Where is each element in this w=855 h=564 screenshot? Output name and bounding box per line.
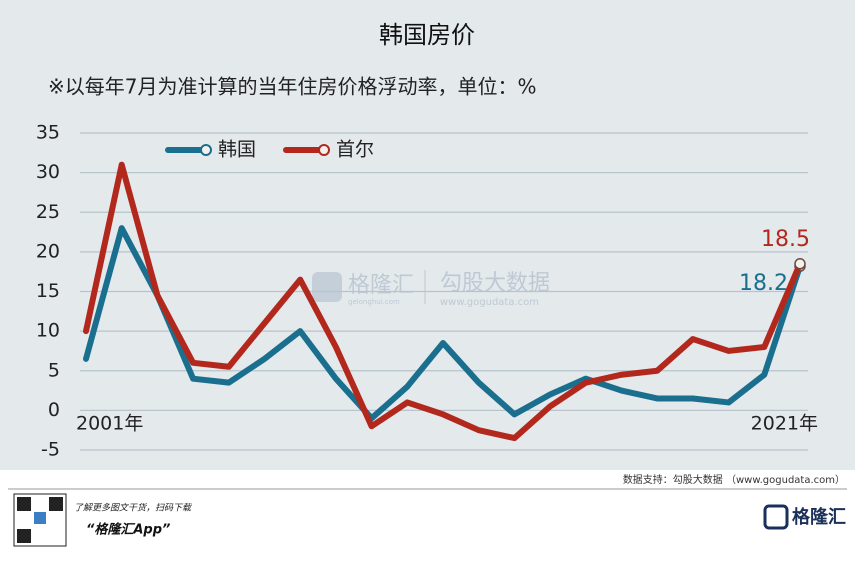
- y-tick-label: -5: [41, 439, 60, 461]
- end-marker: [794, 258, 806, 270]
- x-tick-label: 2001年: [76, 413, 143, 435]
- y-tick-label: 30: [36, 161, 60, 183]
- qr-corner: [17, 529, 31, 543]
- qr-corner: [49, 497, 63, 511]
- source: 数据支持：勾股大数据 （www.gogudata.com）: [623, 473, 845, 486]
- qr-logo: [34, 512, 46, 524]
- chart-title: 韩国房价: [379, 21, 475, 49]
- y-tick-label: 20: [36, 240, 60, 262]
- data-label: 18.5: [761, 227, 810, 252]
- legend-label: 首尔: [336, 139, 374, 161]
- x-tick-label: 2021年: [751, 413, 818, 435]
- chart-subtitle: ※以每年7月为准计算的当年住房价格浮动率，单位：%: [48, 75, 537, 99]
- footer-logo: 格隆汇: [792, 506, 846, 528]
- footer-promo: 了解更多图文干货，扫码下载: [74, 503, 192, 514]
- watermark-icon: [312, 272, 342, 302]
- watermark-site: gelonghui.com: [348, 298, 400, 306]
- qr-code: [13, 493, 67, 547]
- legend-label: 韩国: [218, 139, 256, 161]
- data-label: 18.2: [739, 271, 788, 296]
- watermark-partner-site: www.gogudata.com: [440, 297, 539, 308]
- y-tick-label: 25: [36, 201, 60, 223]
- y-tick-label: 35: [36, 122, 60, 144]
- qr-corner: [17, 497, 31, 511]
- y-tick-label: 0: [48, 399, 60, 421]
- watermark-brand: 格隆汇: [348, 273, 414, 298]
- legend-marker: [200, 144, 212, 156]
- footer-logo-icon: [763, 504, 789, 530]
- footer-app: “格隆汇App”: [86, 522, 170, 538]
- y-tick-label: 15: [36, 280, 60, 302]
- legend-marker: [318, 144, 330, 156]
- series-line: [83, 225, 803, 422]
- y-tick-label: 10: [36, 320, 60, 342]
- watermark-partner: 勾股大数据: [440, 271, 550, 296]
- series-line: [83, 161, 803, 442]
- y-tick-label: 5: [48, 359, 60, 381]
